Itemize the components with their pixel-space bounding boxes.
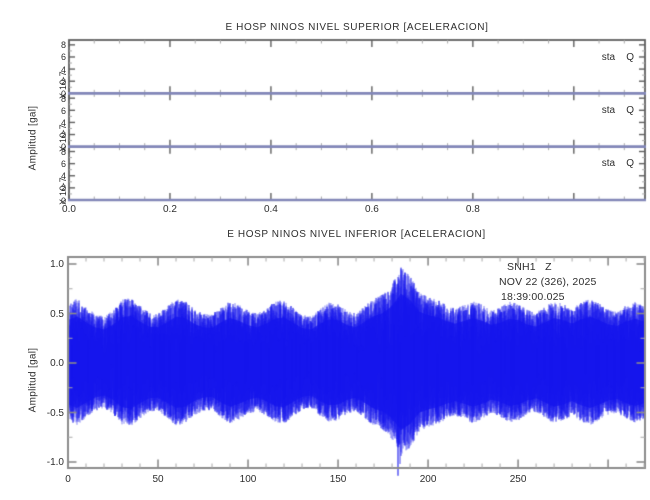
y-tick-label-superior: 0	[60, 88, 66, 99]
x-tick-label-superior: 0.4	[263, 204, 278, 215]
chart-superior-ylabel-wrap: Amplitud [gal]	[15, 106, 38, 174]
y-tick-label-superior: 4	[60, 64, 66, 75]
chart-superior-ylabel: Amplitud [gal]	[27, 105, 39, 171]
y-tick-label-superior: 0	[60, 142, 66, 153]
y-tick-label-superior: 8	[60, 40, 66, 51]
x-tick-label-inferior: 0	[65, 474, 71, 485]
y-tick-label-superior: 6	[60, 105, 66, 116]
y-tick-label-superior: 4	[60, 117, 66, 128]
subpanel2-station-label: sta Q	[601, 105, 634, 116]
y-tick-label-inferior: 1.0	[50, 259, 64, 270]
y-tick-label-superior: 2	[60, 76, 66, 87]
y-tick-label-superior: 2	[60, 183, 66, 194]
y-tick-label-superior: 0	[60, 195, 66, 206]
x-tick-label-superior: 0.2	[163, 204, 177, 215]
annotation-date: NOV 22 (326), 2025	[499, 276, 597, 288]
subpanel1-station-label: sta Q	[601, 52, 634, 63]
chart-superior-title: E HOSP NINOS NIVEL SUPERIOR [ACELERACION…	[225, 22, 489, 33]
y-tick-label-superior: 6	[60, 52, 66, 63]
y-tick-label-superior: 4	[60, 171, 66, 182]
y-tick-label-superior: 8	[60, 93, 66, 104]
y-tick-label-inferior: -0.5	[46, 407, 64, 419]
y-tick-label-inferior: -1.0	[46, 457, 64, 468]
x-tick-label-superior: 0.8	[465, 204, 480, 215]
x-tick-label-superior: 0.6	[364, 204, 379, 215]
chart-inferior-title: E HOSP NINOS NIVEL INFERIOR [ACELERACION…	[227, 229, 486, 240]
y-tick-label-inferior: 0.0	[50, 358, 64, 369]
chart-inferior-ylabel-wrap: Amplitud [gal]	[15, 348, 38, 416]
y-tick-label-superior: 2	[60, 130, 66, 141]
x-tick-label-inferior: 100	[239, 474, 257, 485]
x-tick-label-superior: 0.0	[62, 204, 76, 215]
x-tick-label-inferior: 250	[509, 474, 527, 485]
y-tick-label-superior: 6	[60, 159, 66, 170]
y-tick-label-inferior: 0.5	[50, 308, 64, 320]
subpanel3-station-label: sta Q	[601, 158, 634, 169]
x-tick-label-inferior: 200	[419, 474, 437, 485]
annotation-station: SNH1 Z	[507, 261, 552, 273]
y-tick-label-superior: 8	[60, 147, 66, 157]
annotation-time: 18:39:00.025	[501, 291, 565, 303]
x-tick-label-inferior: 150	[329, 474, 347, 485]
x-tick-label-inferior: 50	[152, 474, 164, 485]
